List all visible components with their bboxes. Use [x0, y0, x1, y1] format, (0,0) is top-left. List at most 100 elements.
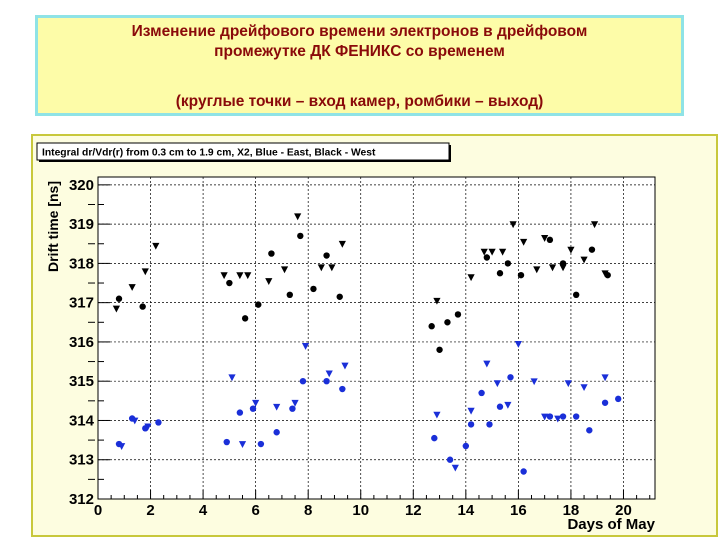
data-point-triangle — [509, 221, 517, 229]
data-point-triangle — [433, 297, 441, 305]
chart-title: Integral dr/Vdr(r) from 0.3 cm to 1.9 cm… — [42, 148, 376, 159]
data-point-circle — [486, 421, 493, 428]
data-point-circle — [483, 254, 491, 261]
data-point-triangle — [580, 384, 588, 392]
data-point-circle — [299, 377, 307, 385]
data-point-triangle — [554, 415, 562, 423]
data-point-triangle — [152, 242, 160, 250]
data-point-triangle — [541, 234, 549, 242]
data-point-circle — [462, 442, 470, 450]
data-point-circle — [255, 301, 262, 308]
data-point-triangle — [265, 278, 273, 286]
data-point-triangle — [514, 341, 522, 348]
slide-title-line-1: Изменение дрейфового времени электронов … — [131, 23, 588, 40]
y-tick-label: 318 — [69, 255, 94, 272]
data-point-triangle — [325, 370, 333, 378]
data-point-triangle — [530, 378, 538, 386]
data-point-triangle — [144, 423, 152, 431]
slide-title-box: Изменение дрейфового времени электронов … — [35, 15, 684, 116]
y-axis-label: Drift time [ns] — [45, 181, 61, 272]
data-point-circle — [257, 440, 265, 448]
data-point-triangle — [244, 272, 252, 280]
data-point-triangle — [567, 246, 575, 254]
data-point-triangle — [504, 401, 512, 409]
data-point-triangle — [131, 417, 139, 425]
y-tick-label: 315 — [69, 373, 94, 390]
data-point-triangle — [228, 374, 236, 382]
y-tick-label: 314 — [69, 412, 95, 429]
y-tick-label: 317 — [69, 295, 94, 312]
data-point-triangle — [541, 413, 549, 421]
data-point-triangle — [112, 305, 120, 313]
data-point-triangle — [128, 284, 136, 291]
x-tick-label: 10 — [352, 502, 369, 519]
data-point-circle — [241, 315, 249, 322]
data-point-triangle — [520, 238, 528, 246]
data-point-triangle — [564, 380, 572, 388]
x-tick-label: 4 — [199, 502, 208, 519]
data-point-triangle — [548, 264, 557, 272]
data-point-triangle — [499, 248, 507, 256]
data-point-triangle — [273, 403, 281, 411]
data-point-circle — [268, 250, 275, 257]
data-point-circle — [478, 389, 485, 397]
data-point-circle — [139, 303, 146, 310]
data-point-triangle — [580, 256, 588, 264]
data-point-circle — [496, 403, 504, 410]
data-point-triangle — [590, 221, 599, 229]
data-point-triangle — [451, 464, 459, 472]
data-point-triangle — [338, 240, 346, 248]
data-point-triangle — [601, 374, 609, 382]
data-point-circle — [546, 413, 554, 420]
data-point-triangle — [467, 407, 475, 415]
data-point-triangle — [220, 272, 228, 280]
data-point-circle — [223, 438, 230, 446]
data-point-circle — [454, 311, 462, 318]
data-point-triangle — [291, 399, 299, 407]
data-point-circle — [572, 291, 580, 299]
data-point-triangle — [141, 268, 149, 276]
data-point-triangle — [467, 274, 475, 282]
data-point-circle — [115, 295, 123, 302]
data-point-circle — [236, 409, 244, 416]
data-point-triangle — [493, 380, 501, 388]
data-point-circle — [155, 419, 162, 426]
x-tick-label: 12 — [405, 502, 422, 519]
data-point-triangle — [601, 270, 609, 278]
data-point-triangle — [238, 441, 247, 448]
x-tick-label: 6 — [251, 502, 259, 519]
data-point-circle — [588, 246, 596, 253]
data-point-triangle — [483, 360, 491, 368]
data-point-triangle — [559, 264, 567, 272]
data-point-circle — [504, 260, 512, 267]
data-point-circle — [336, 293, 343, 300]
data-point-circle — [559, 413, 567, 420]
data-point-circle — [436, 346, 443, 353]
data-point-triangle — [328, 264, 336, 272]
data-point-triangle — [488, 248, 496, 256]
data-point-triangle — [294, 213, 302, 221]
y-tick-label: 313 — [69, 452, 94, 469]
data-point-circle — [496, 270, 504, 277]
y-tick-label: 320 — [69, 177, 94, 194]
data-point-circle — [601, 399, 609, 406]
data-point-circle — [428, 323, 435, 330]
data-point-circle — [517, 271, 525, 279]
data-point-circle — [310, 285, 317, 293]
data-point-triangle — [118, 443, 126, 450]
data-point-triangle — [317, 264, 325, 272]
y-tick-label: 319 — [69, 216, 94, 233]
data-point-circle — [586, 427, 593, 434]
y-tick-label: 312 — [69, 491, 94, 508]
data-point-circle — [572, 413, 580, 420]
x-tick-label: 14 — [457, 502, 474, 519]
data-point-circle — [297, 232, 304, 240]
data-point-circle — [289, 405, 296, 412]
slide-title-line-2: промежутке ДК ФЕНИКС со временем — [214, 43, 505, 60]
data-point-circle — [546, 236, 554, 244]
data-point-circle — [323, 252, 330, 259]
data-point-triangle — [280, 266, 289, 274]
data-point-triangle — [533, 266, 541, 274]
data-point-circle — [323, 377, 330, 385]
